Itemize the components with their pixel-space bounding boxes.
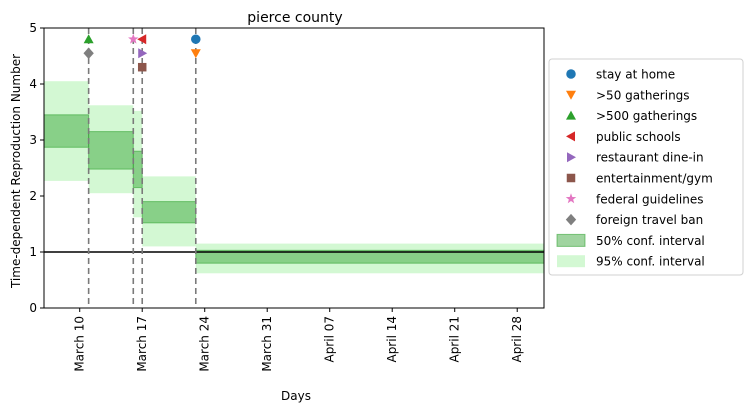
legend-marker-restaurant-dine-in xyxy=(567,152,576,163)
x-tick-label: March 10 xyxy=(73,316,87,372)
plot-area xyxy=(43,28,545,308)
y-tick-label: 0 xyxy=(29,301,37,315)
legend-label-50-conf-interval: 50% conf. interval xyxy=(596,234,705,248)
ci95-band-1 xyxy=(88,105,134,194)
legend-label-public-schools: public schools xyxy=(596,130,681,144)
legend-marker-50-gatherings xyxy=(566,90,576,100)
legend: stay at home >50 gatherings >500 gathering… xyxy=(548,58,744,276)
legend-label-entertainment-gym: entertainment/gym xyxy=(596,172,713,186)
ci95-band-2 xyxy=(133,110,143,218)
marker-federal-guidelines xyxy=(128,33,139,44)
ci50-band-0 xyxy=(43,114,90,148)
x-tick-label: April 07 xyxy=(323,316,337,363)
marker-restaurant-dine-in xyxy=(138,48,148,59)
y-tick-label: 1 xyxy=(29,245,37,259)
marker-entertainment-gym xyxy=(137,62,147,72)
x-tick-label: March 31 xyxy=(260,316,274,372)
y-tick-label: 3 xyxy=(29,133,37,147)
ci50-band-2 xyxy=(132,150,143,189)
marker-public-schools xyxy=(137,34,147,45)
legend-marker-foreign-travel-ban xyxy=(565,213,577,226)
legend-label-restaurant-dine-in: restaurant dine-in xyxy=(596,151,704,165)
ci95-band-4 xyxy=(195,243,545,274)
ci95-band-0 xyxy=(44,81,89,181)
legend-swatch-95-conf-interval xyxy=(557,255,585,268)
x-tick-label: April 14 xyxy=(385,316,399,363)
marker-stay-at-home xyxy=(191,34,201,44)
y-tick-label: 2 xyxy=(29,189,37,203)
ci95-band-3 xyxy=(142,176,196,247)
marker-50-gatherings xyxy=(190,49,201,59)
legend-label-foreign-travel-ban: foreign travel ban xyxy=(596,213,703,227)
marker-foreign-travel-ban xyxy=(83,47,94,59)
legend-label-95-conf-interval: 95% conf. interval xyxy=(596,255,705,269)
ci50-band-3 xyxy=(141,201,197,224)
plot-frame xyxy=(43,27,545,309)
y-axis-label: Time-dependent Reproduction Number xyxy=(9,54,23,289)
y-tick-label: 4 xyxy=(29,77,37,91)
legend-label-50-gatherings: >50 gatherings xyxy=(596,88,690,102)
ci50-band-1 xyxy=(88,131,134,170)
legend-box xyxy=(548,58,744,276)
x-tick-label: April 21 xyxy=(448,316,462,363)
x-tick-label: March 24 xyxy=(198,316,212,372)
legend-label-federal-guidelines: federal guidelines xyxy=(596,192,704,206)
legend-swatch-50-conf-interval xyxy=(556,233,586,247)
legend-label-500-gatherings: >500 gatherings xyxy=(596,109,697,123)
chart-title: pierce county xyxy=(247,10,342,26)
legend-marker-500-gatherings xyxy=(566,110,576,120)
legend-marker-stay-at-home xyxy=(566,69,576,79)
legend-marker-entertainment-gym xyxy=(566,173,576,183)
y-tick-label: 5 xyxy=(29,21,37,35)
legend-marker-federal-guidelines xyxy=(565,193,577,204)
legend-marker-public-schools xyxy=(566,131,575,142)
x-tick-label: March 17 xyxy=(135,316,149,372)
axes: 0 1 2 3 4 5 March 10 March 17 March 24 March 31 Ap… xyxy=(29,21,545,372)
x-tick-label: April 28 xyxy=(510,316,524,363)
legend-label-stay-at-home: stay at home xyxy=(596,68,675,82)
x-axis-label: Days xyxy=(281,389,311,403)
marker-500-gatherings xyxy=(83,34,94,44)
